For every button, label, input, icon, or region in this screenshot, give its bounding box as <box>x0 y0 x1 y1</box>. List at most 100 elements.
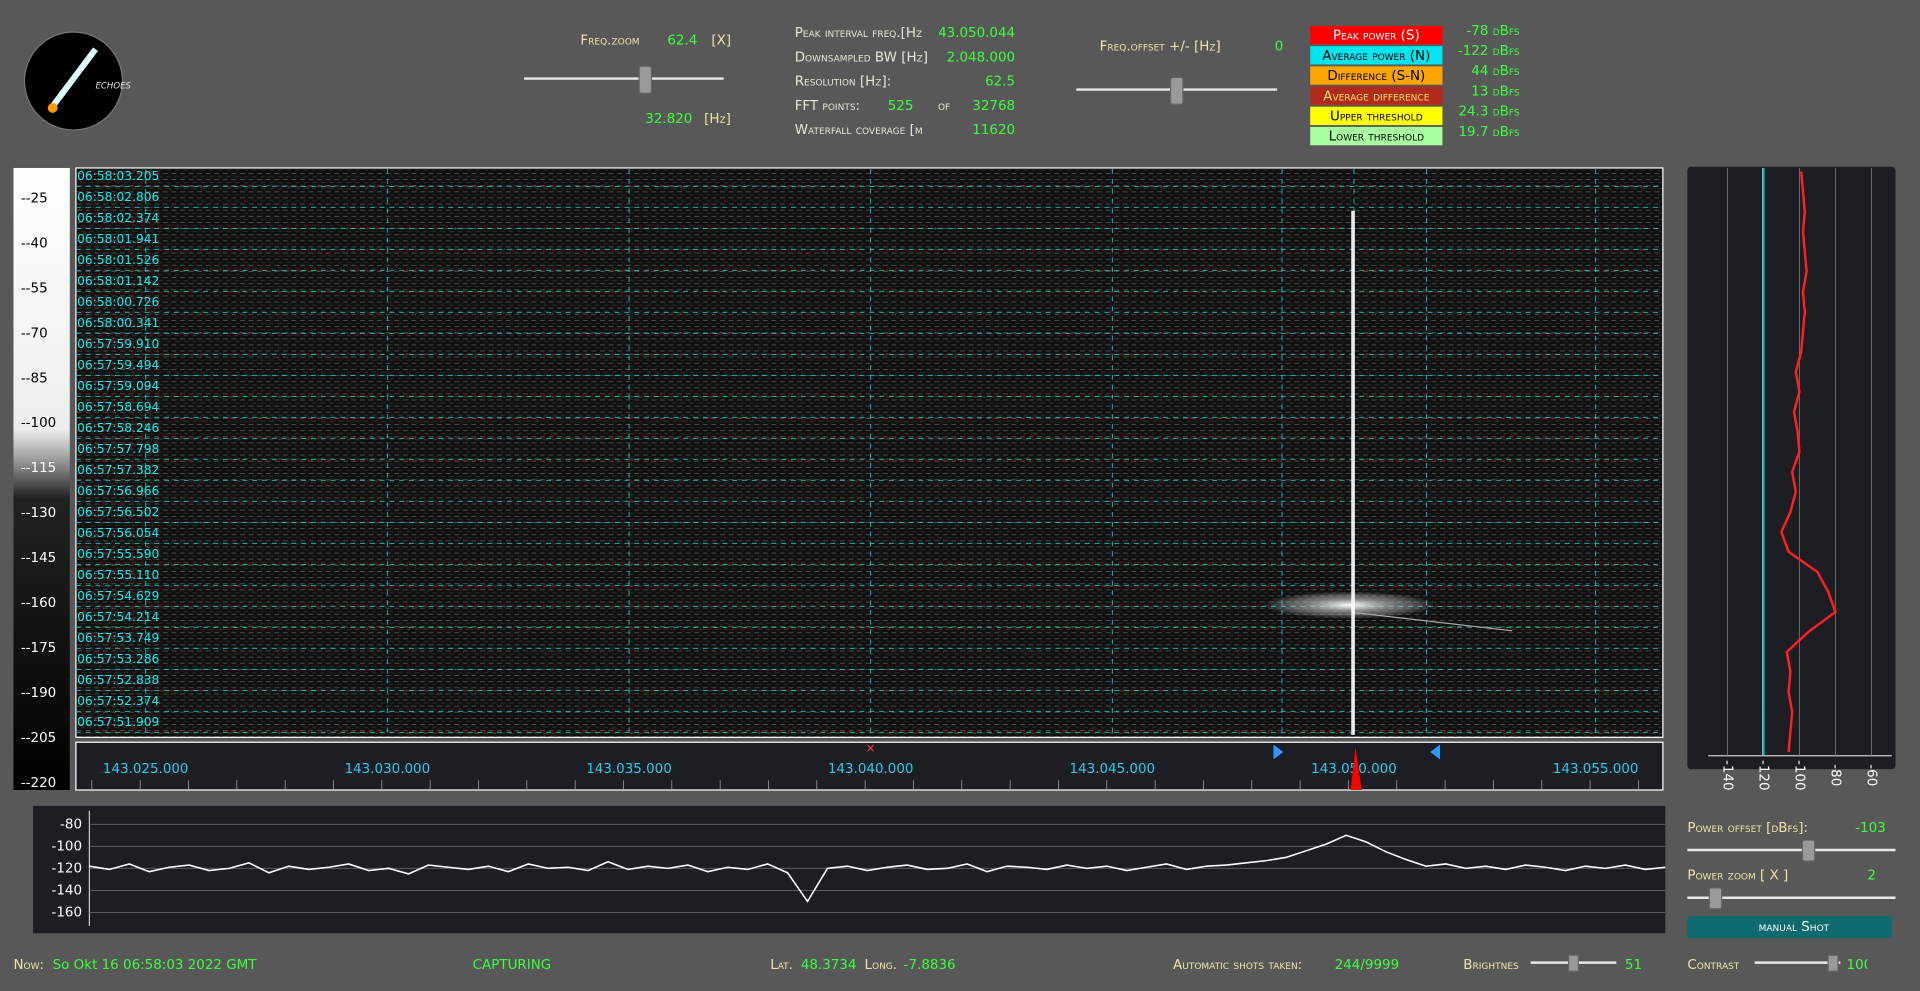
info-value: 2.048.000 <box>947 51 1015 66</box>
freq-label: 143.040.000 <box>828 762 914 777</box>
brightness-value: 51 <box>1625 958 1642 973</box>
waterfall <box>75 167 1664 738</box>
timestamp: 06:57:58.694 <box>77 400 159 414</box>
colorbar-label: --130 <box>21 506 56 521</box>
level-value: 24.3 dBfs <box>1458 105 1519 120</box>
timestamp: 06:57:52.374 <box>77 694 159 708</box>
button-label[interactable]: manual Shot <box>1759 920 1830 935</box>
timestamp: 06:57:57.798 <box>77 442 159 456</box>
timestamp: 06:58:01.142 <box>77 274 159 288</box>
level-swatch <box>1310 66 1443 85</box>
level-value: 44 dBfs <box>1471 64 1520 79</box>
level-name: Average power (N) <box>1322 49 1430 64</box>
level-name: Peak power (S) <box>1333 29 1420 44</box>
power-line <box>1780 171 1837 753</box>
brightness-thumb[interactable] <box>1567 954 1579 972</box>
colorbar-label: --145 <box>21 551 56 566</box>
power-offset-value: -103 <box>1855 821 1886 836</box>
colorbar-label: --40 <box>21 237 48 252</box>
freq-hz-value: 32.820 <box>645 112 692 127</box>
x-tick-label: -100 <box>1791 760 1806 791</box>
freq-zoom-unit: [X] <box>711 34 731 49</box>
info-label: Peak interval freq.[Hz <box>795 26 923 41</box>
timestamp: 06:58:02.374 <box>77 211 159 225</box>
freq-label: 143.025.000 <box>103 762 189 777</box>
power-offset-label: Power offset [dBfs]: <box>1687 821 1808 836</box>
freq-zoom-value: 62.4 <box>667 34 697 49</box>
power-panel <box>1687 166 1896 770</box>
marker-peak <box>1350 747 1362 790</box>
contrast-value: 100 <box>1847 958 1873 973</box>
long-value: -7.8836 <box>904 958 956 973</box>
power-zoom-thumb[interactable] <box>1708 887 1723 910</box>
marker-center: × <box>865 741 875 755</box>
timestamp: 06:57:59.494 <box>77 358 159 372</box>
info-total: 32768 <box>972 99 1015 114</box>
colorbar-label: --175 <box>21 641 56 656</box>
info-of: of <box>938 99 950 114</box>
colorbar-label: --190 <box>21 686 56 701</box>
power-zoom-value: 2 <box>1867 869 1876 884</box>
info-value: 43.050.044 <box>938 26 1015 41</box>
spectrum-line <box>89 834 1666 903</box>
x-tick-label: -140 <box>1719 760 1734 791</box>
info-value: 525 <box>888 99 914 114</box>
level-name: Upper threshold <box>1330 110 1423 125</box>
freq-label: 143.055.000 <box>1553 762 1639 777</box>
level-name: Average difference <box>1323 89 1429 104</box>
level-value: 13 dBfs <box>1471 84 1520 99</box>
timestamp: 06:57:54.214 <box>77 610 159 624</box>
power-zoom-label: Power zoom [ X ] <box>1687 869 1788 884</box>
timestamp: 06:57:58.246 <box>77 421 159 435</box>
shots-value: 244/9999 <box>1335 958 1399 973</box>
power-offset-thumb[interactable] <box>1801 839 1816 862</box>
freq-zoom-thumb[interactable] <box>638 65 653 94</box>
timestamp: 06:57:51.909 <box>77 715 159 729</box>
freq-offset-value: 0 <box>1275 40 1284 55</box>
info-value: 62.5 <box>985 75 1015 90</box>
marker-upper <box>1430 744 1440 760</box>
timestamp: 06:58:03.205 <box>77 169 159 183</box>
colorbar-label: --205 <box>21 731 56 746</box>
level-value: -78 dBfs <box>1466 24 1519 39</box>
timestamp: 06:57:56.966 <box>77 484 159 498</box>
level-swatch <box>1310 86 1443 105</box>
now-value: So Okt 16 06:58:03 2022 GMT <box>53 958 258 973</box>
freq-offset-thumb[interactable] <box>1170 76 1184 105</box>
power-plot: -140 -120 -100 -80 -60 <box>1719 167 1878 791</box>
freq-label: 143.045.000 <box>1070 762 1156 777</box>
x-tick-label: -120 <box>1755 760 1770 791</box>
y-tick-label: -160 <box>51 905 82 920</box>
marker-lower <box>1273 744 1284 760</box>
colorbar-labels: --25 --40 --55 --70 --85 --100 --115 --130 --145… <box>21 192 56 791</box>
state: CAPTURING <box>473 958 552 973</box>
colorbar-label: --25 <box>21 192 48 207</box>
timestamp: 06:57:59.094 <box>77 379 159 393</box>
y-tick-label: -80 <box>60 817 82 832</box>
timestamp: 06:58:00.726 <box>77 295 159 309</box>
logo: ECHOES <box>23 31 132 131</box>
level-swatch <box>1310 46 1443 65</box>
colorbar-label: --115 <box>21 461 56 476</box>
spectrum-plot: -80 -100 -120 -140 -160 <box>51 817 1666 920</box>
timestamp: 06:57:55.590 <box>77 547 159 561</box>
contrast-thumb[interactable] <box>1827 954 1839 972</box>
timestamp: 06:57:55.110 <box>77 568 159 582</box>
level-value: 19.7 dBfs <box>1458 125 1519 140</box>
contrast-label: Contrast <box>1687 958 1739 973</box>
frequency-axis <box>75 741 1664 791</box>
timestamp: 06:57:54.629 <box>77 589 159 603</box>
long-label: Long. <box>864 958 897 973</box>
info-label: Resolution [Hz]: <box>795 75 892 90</box>
level-name: Lower threshold <box>1329 130 1424 145</box>
logo-text: ECHOES <box>96 81 132 91</box>
level-name: Difference (S-N) <box>1327 69 1425 84</box>
manual-shot-button[interactable]: manual Shot <box>1687 916 1892 939</box>
brightness-label: Brightnes <box>1463 958 1519 973</box>
info-value: 11620 <box>972 123 1015 138</box>
timestamp: 06:57:57.382 <box>77 463 159 477</box>
level-swatch <box>1310 25 1443 45</box>
colorbar <box>13 167 70 790</box>
timestamp: 06:57:56.502 <box>77 505 159 519</box>
